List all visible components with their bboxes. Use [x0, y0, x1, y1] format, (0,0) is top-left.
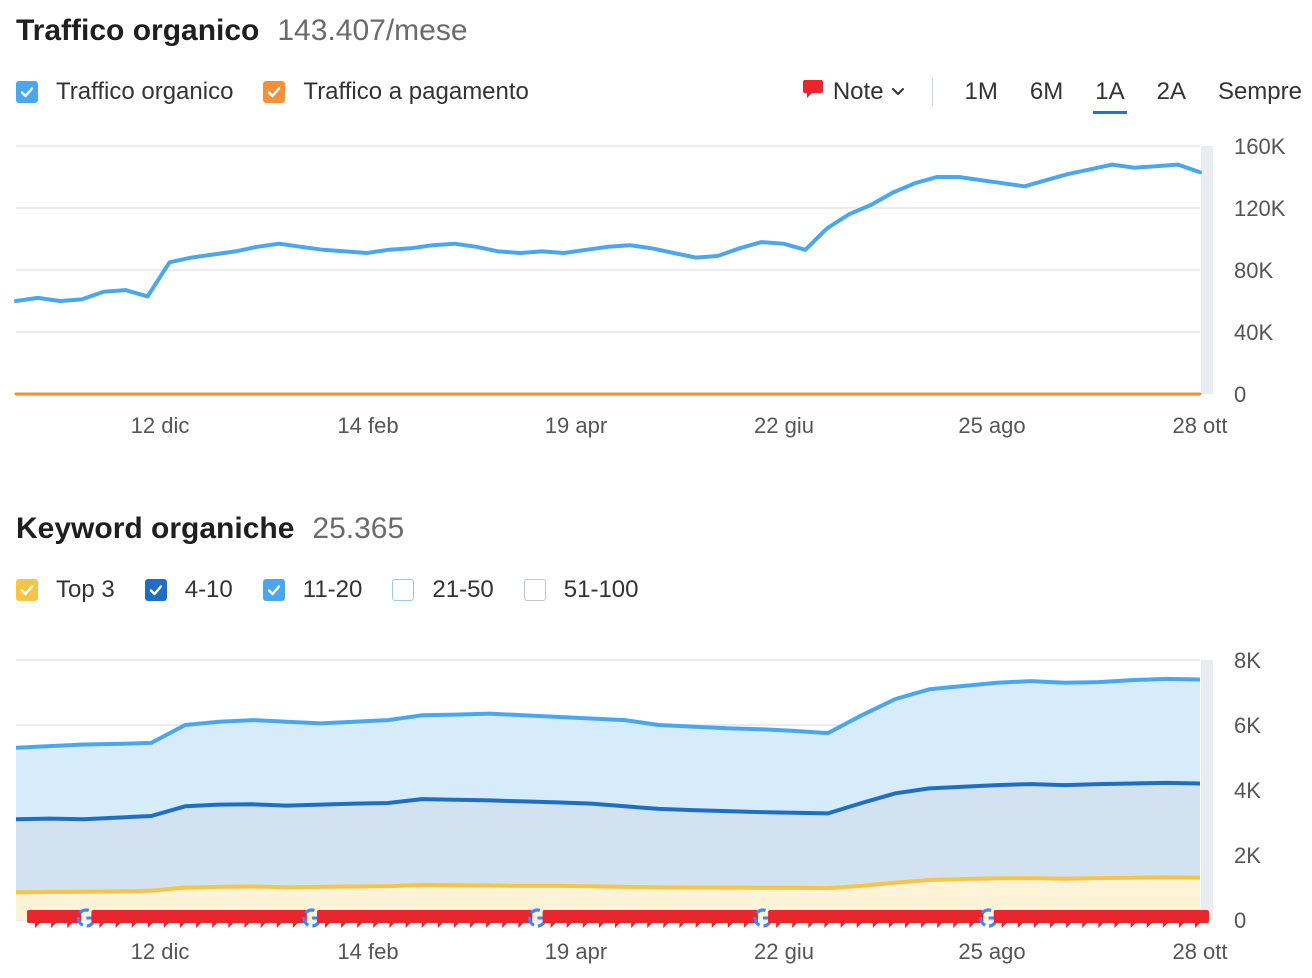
legend-label: 11-20 [302, 576, 363, 603]
checkbox-icon[interactable] [16, 579, 38, 601]
traffic-header: Traffico organico 143.407/mese [16, 14, 468, 48]
traffic-legend: Traffico organico Traffico a pagamento [16, 78, 559, 106]
legend-top3[interactable]: Top 3 [16, 576, 115, 604]
toolbar-divider [931, 78, 933, 106]
x-tick-label: 22 giu [754, 413, 814, 438]
legend-21-50[interactable]: 21-50 [392, 576, 494, 604]
period-1a[interactable]: 1A [1093, 78, 1127, 114]
x-tick-label: 14 feb [337, 939, 398, 964]
y-tick-label: 160K [1234, 134, 1286, 159]
annotation-markers [27, 908, 1209, 928]
series-traffico-organico [14, 162, 1202, 303]
legend-label: 4-10 [184, 576, 233, 603]
y-tick-label: 4K [1234, 778, 1261, 803]
x-tick-label: 25 ago [958, 413, 1025, 438]
x-tick-label: 28 ott [1172, 939, 1227, 964]
chevron-down-icon [890, 78, 906, 106]
chart-scroll-edge [1201, 660, 1213, 920]
x-tick-label: 19 apr [545, 939, 607, 964]
series-line [15, 875, 1201, 895]
note-marker-icon [59, 910, 82, 928]
checkbox-icon[interactable] [144, 579, 167, 601]
legend-label: Traffico organico [56, 78, 234, 105]
y-tick-label: 0 [1234, 908, 1246, 933]
legend-label: 21-50 [432, 576, 494, 603]
y-tick-label: 8K [1234, 648, 1261, 673]
checkbox-icon[interactable] [263, 81, 286, 103]
y-tick-label: 80K [1234, 258, 1273, 283]
legend-label: 51-100 [563, 576, 639, 603]
period-sempre[interactable]: Sempre [1217, 78, 1302, 105]
legend-4-10[interactable]: 4-10 [144, 576, 233, 604]
note-marker-icon [1187, 910, 1209, 928]
note-marker-icon [961, 910, 984, 928]
note-marker-icon [510, 910, 533, 928]
x-tick-label: 12 dic [131, 413, 190, 438]
y-tick-label: 0 [1234, 382, 1246, 407]
legend-traffico-organico[interactable]: Traffico organico [16, 78, 233, 106]
period-6m[interactable]: 6M [1029, 78, 1064, 105]
note-bubble-icon [801, 77, 825, 108]
keywords-header: Keyword organiche 25.365 [16, 512, 404, 546]
series-line [15, 780, 1201, 822]
x-tick-label: 14 feb [337, 413, 398, 438]
legend-11-20[interactable]: 11-20 [262, 576, 363, 604]
chart-scroll-edge [1201, 146, 1213, 394]
chart-toolbar: Note 1M 6M 1A 2A Sempre [801, 74, 1302, 114]
y-tick-label: 2K [1234, 843, 1261, 868]
series-line [15, 676, 1201, 750]
x-tick-label: 25 ago [958, 939, 1025, 964]
checkbox-icon[interactable] [16, 81, 38, 103]
x-tick-label: 19 apr [545, 413, 607, 438]
x-tick-label: 28 ott [1172, 413, 1227, 438]
y-tick-label: 120K [1234, 196, 1286, 221]
traffic-title: Traffico organico [16, 14, 260, 47]
y-tick-label: 6K [1234, 713, 1261, 738]
keywords-legend: Top 3 4-10 11-20 21-50 51-100 [16, 576, 669, 604]
legend-label: Top 3 [56, 576, 115, 603]
period-1m[interactable]: 1M [964, 78, 998, 105]
checkbox-empty-icon[interactable] [523, 579, 546, 601]
note-marker-icon [284, 910, 307, 928]
traffic-value: 143.407/mese [277, 14, 468, 47]
period-2a[interactable]: 2A [1156, 78, 1186, 105]
checkbox-icon[interactable] [262, 579, 285, 601]
note-label: Note [832, 78, 884, 105]
legend-label: Traffico a pagamento [303, 78, 529, 105]
checkbox-empty-icon[interactable] [392, 579, 415, 601]
x-tick-label: 22 giu [754, 939, 814, 964]
traffic-chart[interactable]: 160K 120K 80K 40K 0 12 dic 14 feb 19 apr 22 giu 2… [0, 0, 1312, 460]
note-dropdown[interactable]: Note [801, 77, 906, 108]
legend-51-100[interactable]: 51-100 [523, 576, 639, 604]
y-tick-label: 40K [1234, 320, 1273, 345]
keywords-title: Keyword organiche [16, 512, 295, 545]
note-marker-icon [735, 910, 758, 928]
keywords-value: 25.365 [312, 512, 405, 545]
x-tick-label: 12 dic [131, 939, 190, 964]
legend-traffico-pagamento[interactable]: Traffico a pagamento [263, 78, 529, 106]
